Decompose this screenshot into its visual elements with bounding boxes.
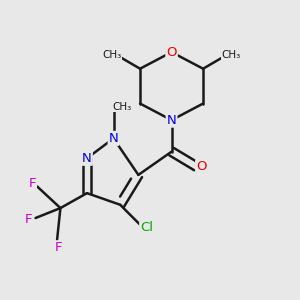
Text: N: N: [82, 152, 92, 165]
Text: F: F: [55, 242, 62, 254]
Text: Cl: Cl: [140, 221, 153, 235]
Text: O: O: [166, 46, 177, 59]
Text: O: O: [196, 160, 207, 173]
Text: CH₃: CH₃: [112, 102, 131, 112]
Text: N: N: [167, 114, 176, 127]
Text: CH₃: CH₃: [102, 50, 122, 60]
Text: CH₃: CH₃: [222, 50, 241, 60]
Text: F: F: [25, 213, 33, 226]
Text: F: F: [28, 177, 36, 190]
Text: N: N: [109, 132, 118, 145]
